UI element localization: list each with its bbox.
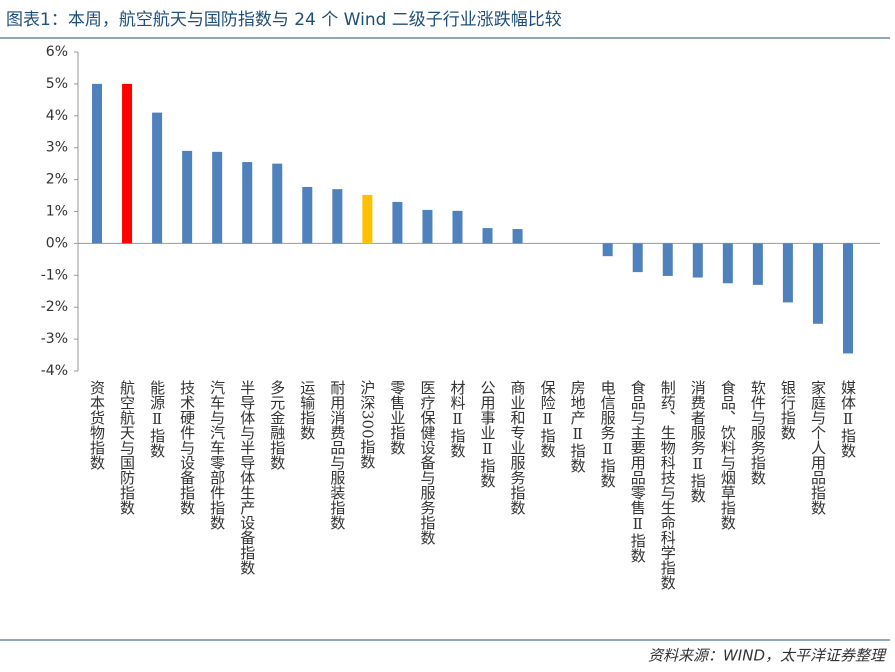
y-tick-label: -3% [41, 331, 68, 347]
y-tick-label: 2% [46, 172, 68, 188]
y-tick-label: -1% [41, 267, 68, 283]
y-tick-label: 4% [46, 108, 68, 124]
bar [122, 83, 133, 244]
x-tick-label: 半导体与半导体生产设备指数 [238, 380, 256, 575]
x-tick-label: 媒体Ⅱ指数 [839, 380, 857, 458]
bar [752, 243, 763, 285]
bar [332, 189, 343, 244]
bar [242, 162, 253, 244]
bar [422, 209, 433, 244]
bar [272, 163, 283, 244]
bar [602, 243, 613, 257]
x-tick-label: 制药、生物科技与生命科学指数 [659, 380, 677, 590]
x-tick-label: 房地产Ⅱ指数 [569, 380, 587, 473]
x-tick-label: 技术硬件与设备指数 [178, 380, 196, 515]
bar [152, 112, 163, 244]
x-tick-label: 耐用消费品与服装指数 [328, 380, 346, 530]
y-tick-label: 0% [46, 235, 68, 251]
x-tick-label: 软件与服务指数 [749, 380, 767, 485]
x-tick-label: 零售业指数 [388, 380, 406, 455]
bar [782, 243, 793, 303]
bar [452, 210, 463, 244]
x-tick-label: 商业和专业服务指数 [509, 380, 527, 515]
x-tick-label: 公用事业Ⅱ指数 [479, 380, 497, 488]
bar [812, 243, 823, 324]
x-tick-label: 多元金融指数 [268, 380, 286, 470]
x-tick-label: 保险Ⅱ指数 [539, 380, 557, 458]
bar [182, 150, 193, 244]
bar [362, 194, 373, 244]
bar [212, 151, 223, 244]
x-tick-label: 银行指数 [779, 380, 797, 440]
x-tick-label: 资本货物指数 [88, 380, 106, 470]
bar [662, 243, 673, 276]
x-tick-label: 运输指数 [298, 380, 316, 440]
bar [482, 228, 493, 244]
bar [302, 186, 313, 244]
source: 资料来源：WIND，太平洋证券整理 [648, 647, 887, 665]
x-tick-label: 汽车与汽车零部件指数 [208, 380, 226, 530]
x-tick-label: 航空航天与国防指数 [118, 380, 136, 515]
x-tick-label: 材料Ⅱ指数 [448, 380, 466, 458]
x-tick-label: 家庭与个人用品指数 [809, 380, 827, 515]
x-tick-label: 食品与主要用品零售Ⅱ指数 [629, 380, 647, 563]
bar [842, 243, 853, 354]
y-tick-label: 6% [46, 44, 68, 60]
x-tick-label: 医疗保健设备与服务指数 [418, 380, 436, 545]
bar [512, 229, 523, 244]
bar [692, 243, 703, 278]
y-tick-label: 1% [46, 204, 68, 220]
y-tick-label: 3% [46, 140, 68, 156]
y-tick-label: -4% [41, 363, 68, 379]
x-tick-label: 消费者服务Ⅱ指数 [689, 380, 707, 503]
bar [632, 243, 643, 273]
y-tick-label: -2% [41, 299, 68, 315]
x-tick-label: 食品、饮料与烟草指数 [719, 380, 737, 530]
x-tick-label: 电信服务Ⅱ指数 [599, 380, 617, 488]
chart-title: 图表1：本周，航空航天与国防指数与 24 个 Wind 二级子行业涨跌幅比较 [6, 10, 562, 30]
bar [392, 201, 403, 244]
bar [92, 83, 103, 244]
bar [722, 243, 733, 284]
x-tick-label: 能源Ⅱ指数 [148, 380, 166, 458]
x-tick-label: 沪深300指数 [358, 380, 376, 469]
y-tick-label: 5% [46, 76, 68, 92]
